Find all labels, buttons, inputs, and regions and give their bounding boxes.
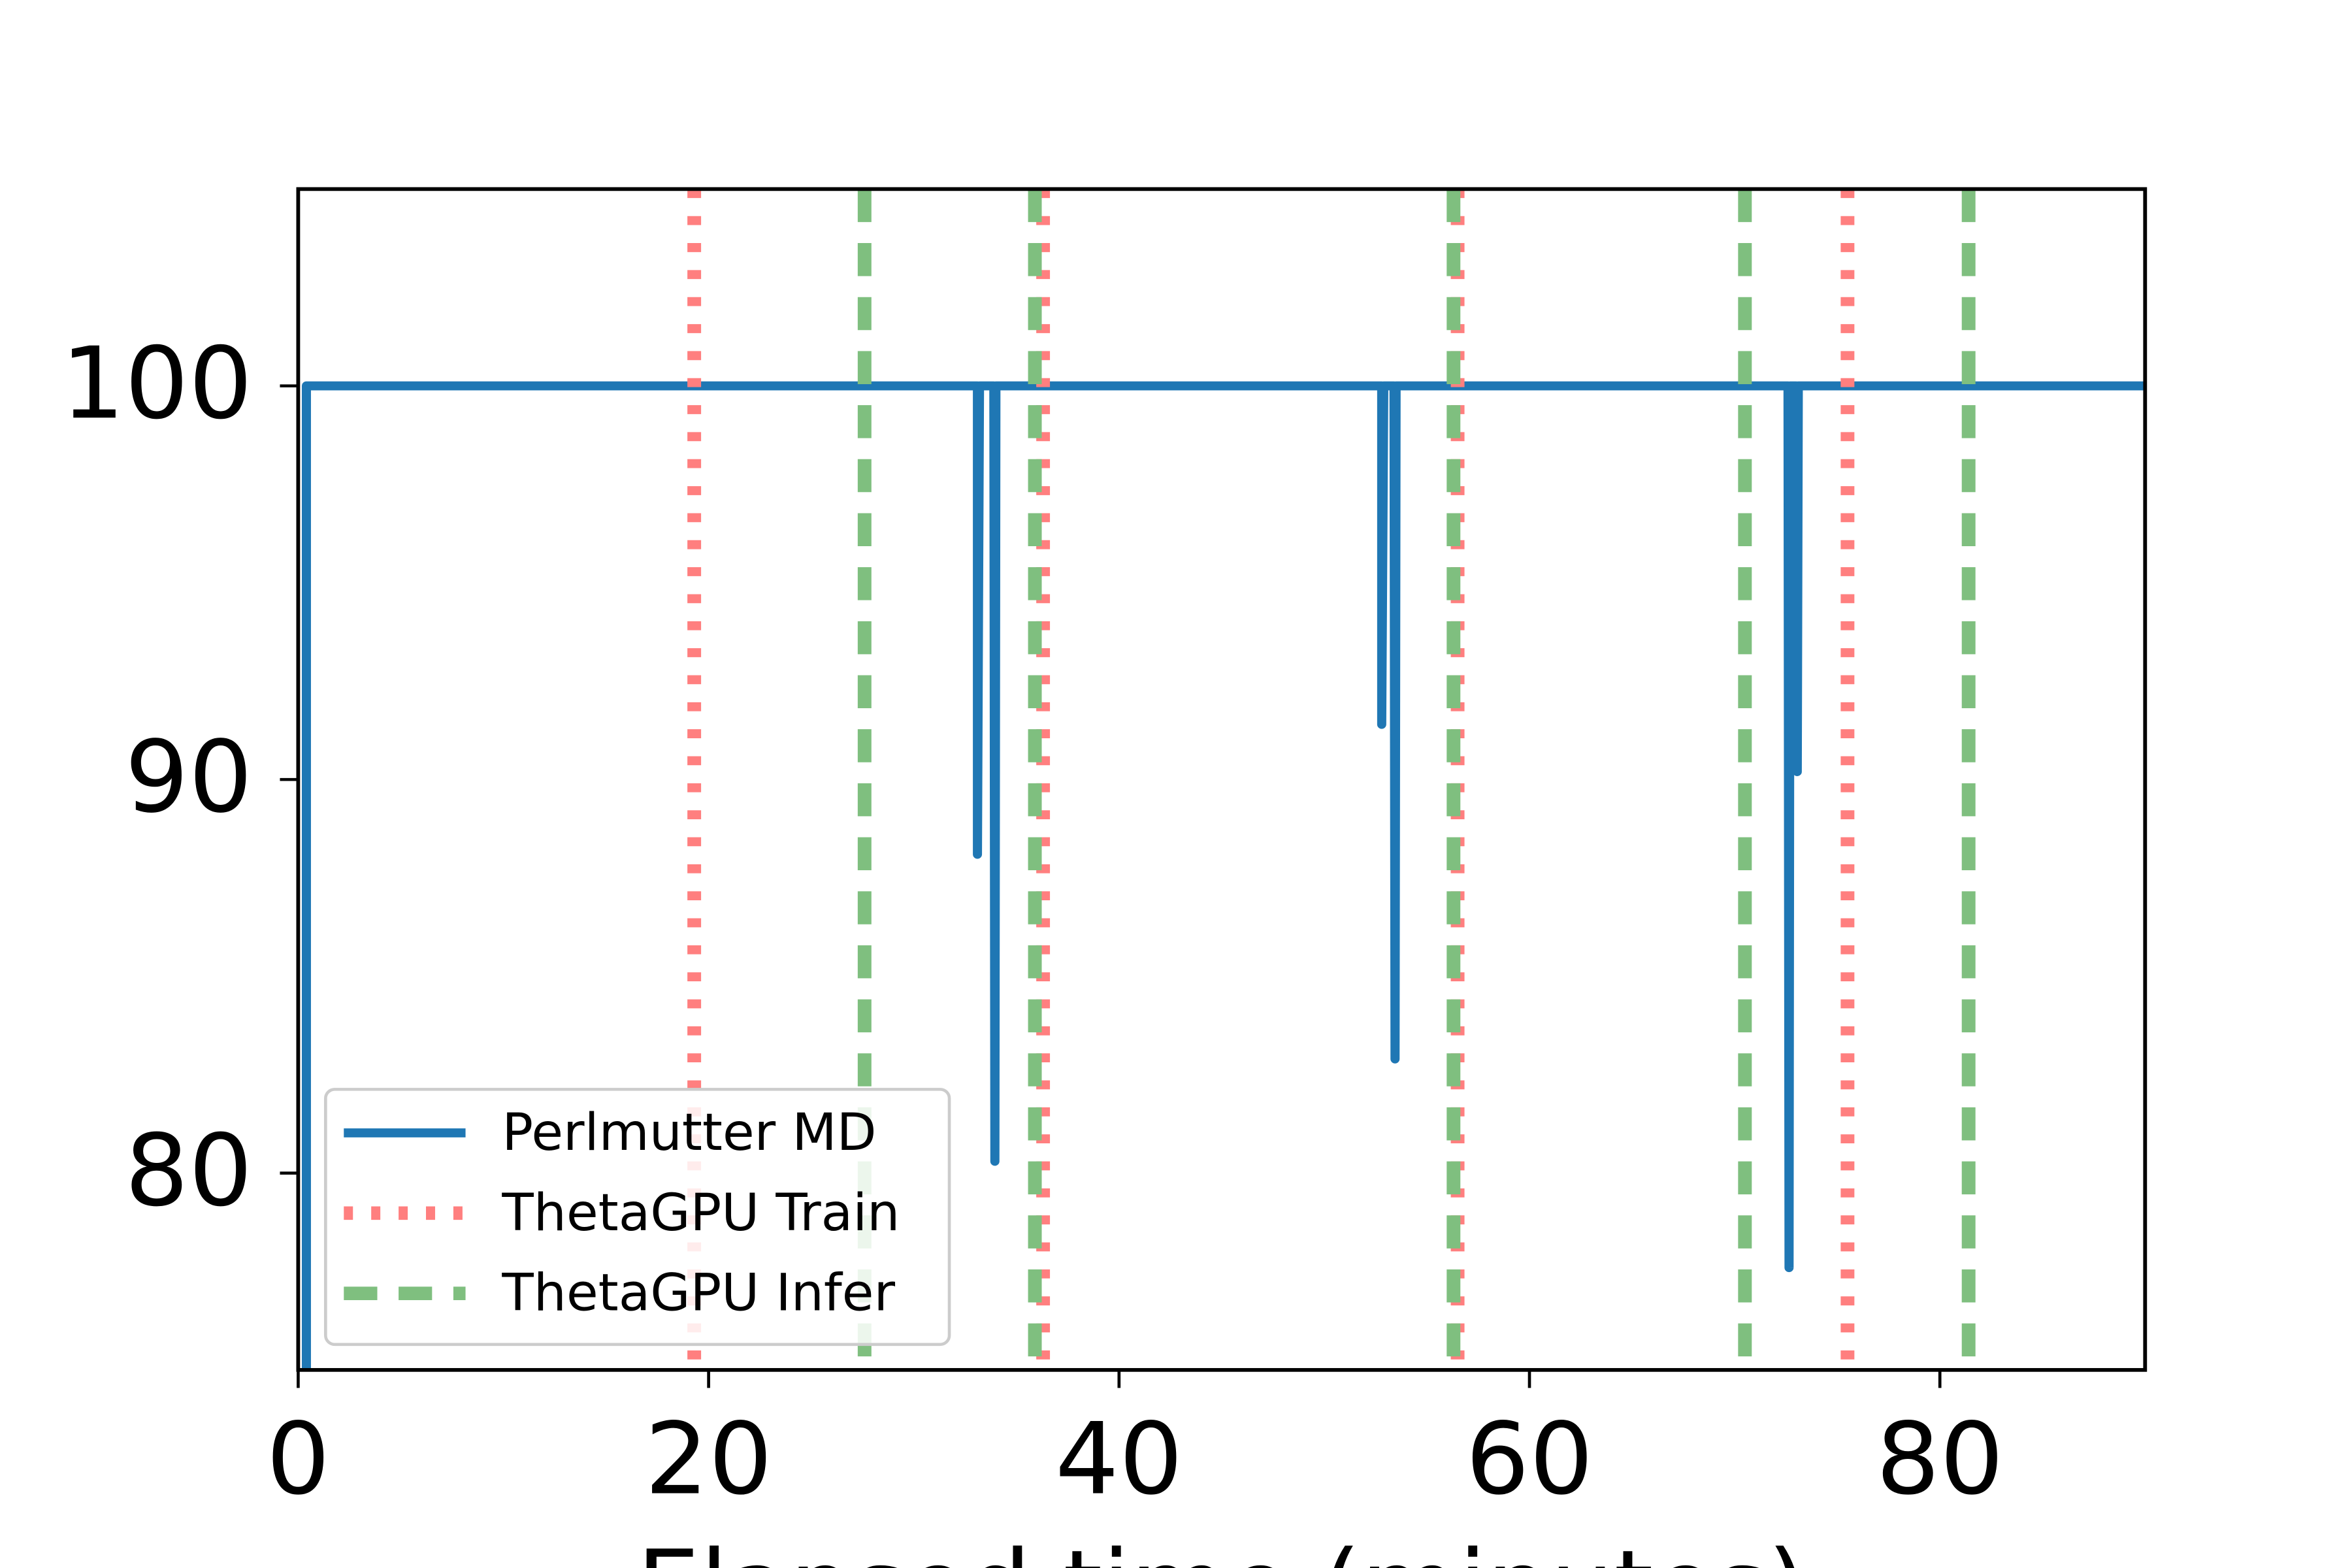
y-tick-label: 100	[61, 325, 252, 441]
x-tick-label: 0	[267, 1401, 331, 1517]
legend-label: Perlmutter MD	[502, 1102, 876, 1162]
x-axis-label: Elapsed time (minutes)	[637, 1529, 1807, 1568]
y-tick-label: 80	[125, 1113, 253, 1228]
y-tick-label: 90	[125, 719, 253, 835]
data-line	[301, 381, 2146, 1370]
x-tick-label: 40	[1055, 1401, 1183, 1517]
x-tick-label: 80	[1876, 1401, 2004, 1517]
legend-box	[323, 1088, 951, 1347]
x-tick-label: 60	[1465, 1401, 1593, 1517]
x-tick-label: 20	[645, 1401, 773, 1517]
legend-label: ThetaGPU Infer	[501, 1263, 895, 1322]
legend-label: ThetaGPU Train	[501, 1183, 900, 1242]
